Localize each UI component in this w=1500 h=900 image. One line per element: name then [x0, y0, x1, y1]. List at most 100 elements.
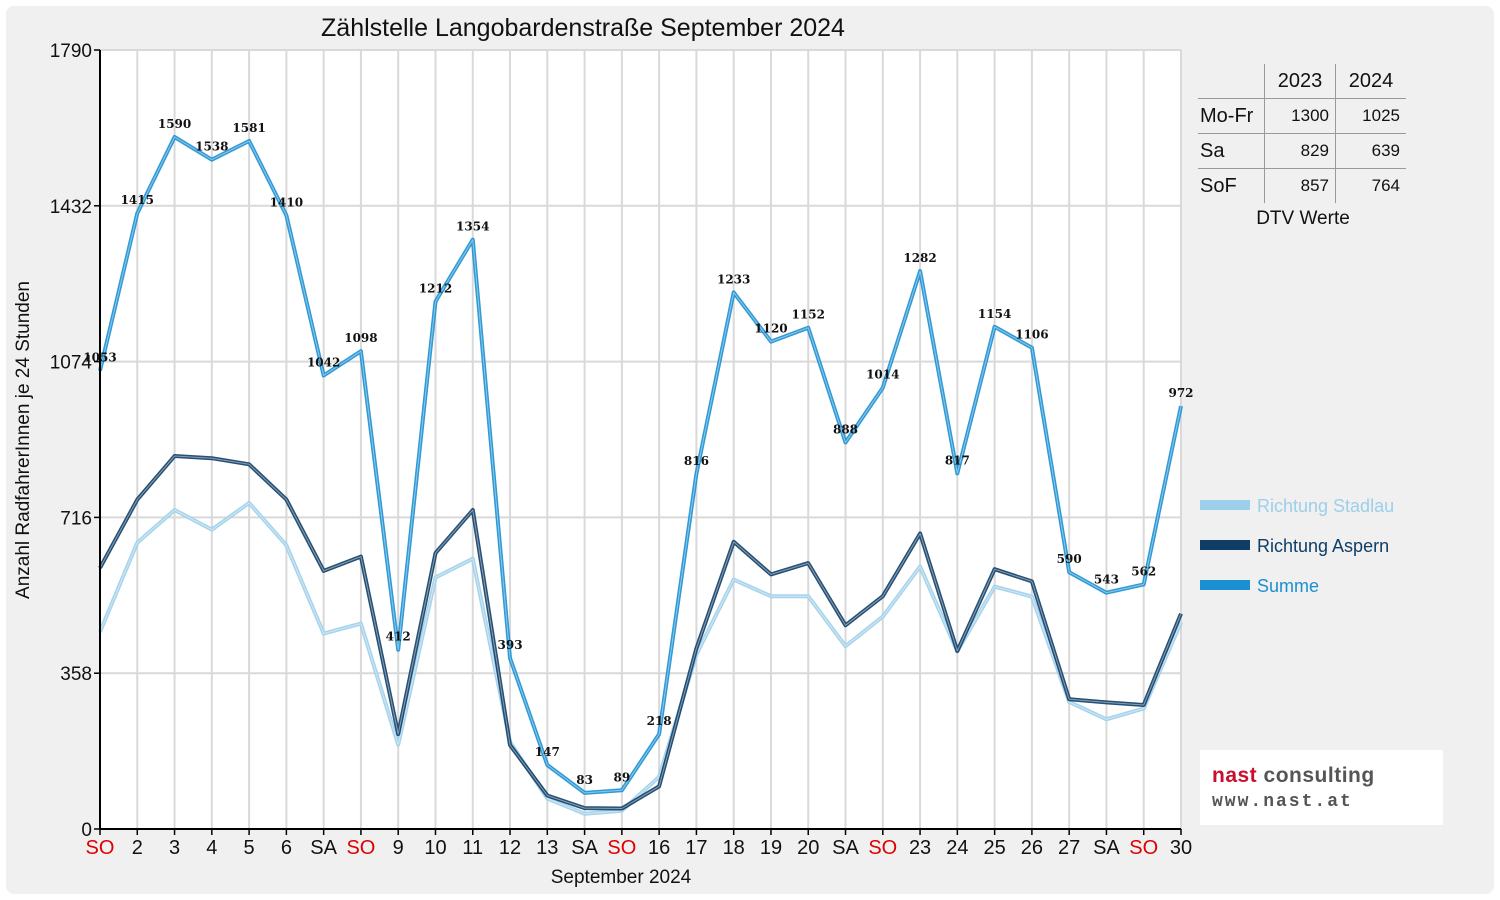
x-tick-label: SO — [1129, 837, 1158, 859]
x-tick-label: 3 — [169, 837, 180, 859]
y-tick-label: 1074 — [50, 353, 93, 374]
x-tick-label: 23 — [909, 837, 931, 859]
x-tick-label: 26 — [1021, 837, 1043, 859]
data-label: 1233 — [717, 272, 750, 286]
x-tick-label: SO — [86, 837, 115, 859]
data-label: 1415 — [121, 193, 154, 207]
series-highlight-1 — [99, 455, 1182, 809]
data-label: 1120 — [754, 322, 787, 336]
x-axis-title: September 2024 — [551, 867, 692, 888]
logo-word-nast: nast — [1212, 764, 1258, 787]
x-tick-label: SA — [1093, 837, 1120, 859]
series-highlight-2 — [99, 136, 1182, 794]
y-tick-label: 716 — [60, 508, 92, 529]
data-label: 1098 — [344, 331, 377, 345]
legend-swatch — [1200, 500, 1250, 510]
data-label: 393 — [498, 638, 523, 652]
dtv-header-2023: 2023 — [1264, 64, 1336, 99]
data-label: 412 — [386, 630, 411, 644]
dtv-cell-2024: 764 — [1335, 168, 1406, 203]
x-tick-label: 27 — [1058, 837, 1080, 859]
data-label: 590 — [1057, 552, 1082, 566]
data-label: 1590 — [158, 117, 191, 131]
y-tick-label: 1790 — [50, 41, 92, 62]
x-tick-label: 20 — [797, 837, 819, 859]
x-tick-label: SA — [310, 837, 337, 859]
logo-word-consulting: consulting — [1263, 764, 1375, 787]
dtv-cell-2023: 857 — [1264, 168, 1336, 203]
data-label: 1282 — [903, 251, 936, 265]
x-tick-label: 11 — [462, 837, 483, 859]
legend-swatch — [1200, 580, 1250, 590]
dtv-caption: DTV Werte — [1256, 208, 1350, 229]
x-tick-label: 2 — [132, 837, 143, 859]
data-label: 816 — [684, 454, 709, 468]
series-line-1 — [98, 454, 1183, 811]
logo-url: www.nast.at — [1212, 792, 1353, 812]
data-label: 543 — [1094, 573, 1119, 587]
dtv-row-label: Sa — [1198, 133, 1265, 169]
logo-wordmark: nast consulting — [1212, 764, 1375, 788]
x-tick-label: SO — [868, 837, 897, 859]
plot-area — [100, 50, 1181, 829]
x-tick-label: SO — [346, 837, 375, 859]
data-label: 1042 — [307, 356, 340, 370]
series-lines — [98, 135, 1183, 816]
x-tick-label: 16 — [648, 837, 670, 859]
dtv-header-2024: 2024 — [1335, 64, 1406, 99]
dtv-cell-2023: 829 — [1264, 133, 1336, 169]
x-tick-label: 25 — [983, 837, 1005, 859]
x-tick-label: 6 — [281, 837, 292, 859]
data-label: 562 — [1131, 564, 1156, 578]
x-tick-label: 5 — [244, 837, 255, 859]
dtv-row-label: SoF — [1198, 168, 1265, 203]
x-tick-label: SO — [607, 837, 636, 859]
dtv-cell-2024: 639 — [1335, 133, 1406, 169]
data-label: 972 — [1168, 386, 1193, 400]
x-tick-label: 30 — [1170, 837, 1192, 859]
legend-label: Richtung Stadlau — [1257, 496, 1394, 516]
x-tick-label: 18 — [723, 837, 745, 859]
data-labels: 1053 1415 1590 1538 1581 1410 1042 1098 412 1212 1… — [83, 117, 1193, 787]
data-label: 1014 — [866, 368, 899, 382]
x-tick-label: 4 — [206, 837, 217, 859]
x-tick-label: 19 — [760, 837, 782, 859]
data-label: 89 — [614, 770, 631, 784]
data-label: 1212 — [419, 282, 452, 296]
x-tick-label: 13 — [536, 837, 558, 859]
dtv-row-label: Mo-Fr — [1198, 98, 1265, 134]
data-label: 1354 — [456, 220, 489, 234]
x-tick-label: 12 — [499, 837, 521, 859]
chart-title: Zählstelle Langobardenstraße September 2… — [321, 14, 845, 42]
dtv-table: 2023 2024 Mo-Fr 1300 1025 Sa 829 639 SoF… — [1198, 64, 1406, 203]
x-tick-label: 9 — [393, 837, 404, 859]
legend: Richtung Stadlau Richtung Aspern Summe — [1200, 496, 1394, 596]
data-label: 1581 — [232, 121, 265, 135]
data-label: 1152 — [792, 308, 825, 322]
data-label: 1154 — [978, 307, 1011, 321]
series-line-0 — [98, 501, 1183, 816]
legend-label: Richtung Aspern — [1257, 536, 1389, 556]
y-tick-label: 0 — [81, 820, 92, 841]
data-label: 218 — [647, 714, 672, 728]
data-label: 1410 — [270, 195, 303, 209]
data-label: 1106 — [1015, 328, 1048, 342]
x-tick-label: SA — [571, 837, 598, 859]
series-line-2 — [98, 135, 1183, 795]
y-axis-title: Anzahl RadfahrerInnen je 24 Stunden — [13, 281, 34, 599]
y-tick-label: 358 — [60, 664, 92, 685]
legend-label: Summe — [1257, 576, 1319, 596]
data-label: 83 — [576, 773, 593, 787]
dtv-cell-2024: 1025 — [1335, 98, 1406, 134]
data-label: 147 — [535, 745, 560, 759]
x-tick-label: 17 — [685, 837, 707, 859]
series-highlight-0 — [99, 502, 1182, 815]
data-label: 817 — [945, 453, 970, 467]
y-tick-label: 1432 — [50, 197, 92, 218]
data-label: 1053 — [83, 351, 116, 365]
dtv-header-empty — [1198, 64, 1265, 99]
grid — [100, 49, 1182, 829]
dtv-cell-2023: 1300 — [1264, 98, 1336, 134]
